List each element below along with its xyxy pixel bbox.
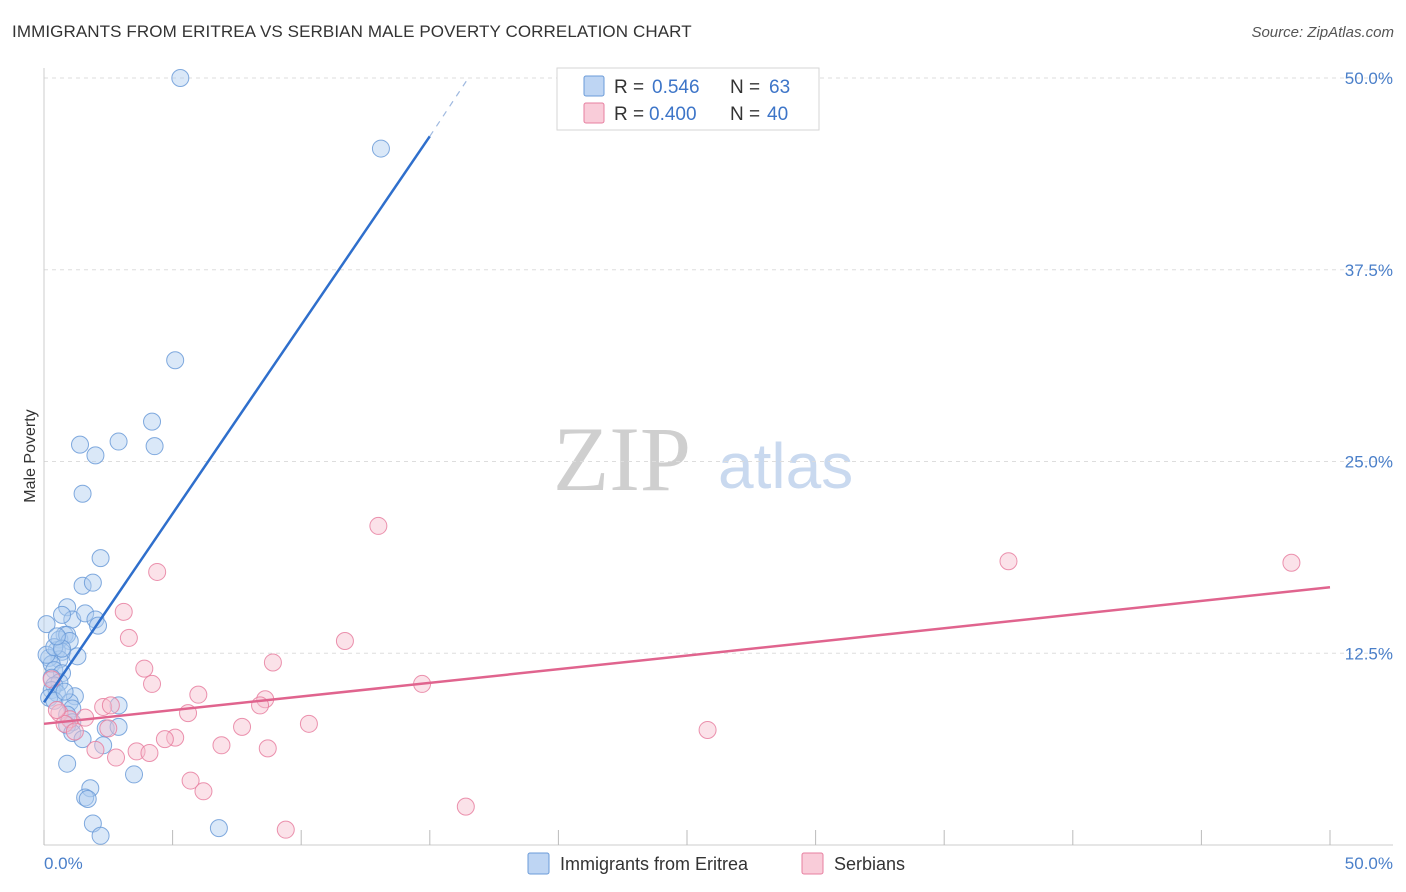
- source-label: Source: ZipAtlas.com: [1251, 24, 1394, 41]
- stats-r-label-pink: R =: [614, 104, 644, 125]
- watermark-zip: ZIP: [553, 408, 691, 510]
- point-serbians: [1282, 553, 1301, 572]
- point-serbians: [94, 697, 113, 716]
- point-serbians: [99, 719, 118, 738]
- trend-lines: [42, 77, 1331, 726]
- gridlines: [44, 77, 1393, 654]
- point-serbians: [140, 743, 159, 762]
- x-tick-labels: 0.0% 50.0%: [44, 854, 1393, 873]
- point-serbians: [181, 771, 200, 790]
- y-tick-labels: 12.5% 25.0% 37.5% 50.0%: [1345, 69, 1393, 663]
- point-serbians: [55, 714, 74, 733]
- point-eritrea: [53, 605, 72, 624]
- point-eritrea: [91, 826, 110, 845]
- point-serbians: [698, 720, 717, 739]
- point-serbians: [86, 740, 105, 759]
- y-tick-label: 37.5%: [1345, 261, 1393, 280]
- stats-r-value-blue: 0.546: [652, 77, 700, 98]
- y-tick-label: 12.5%: [1345, 644, 1393, 663]
- point-eritrea: [83, 573, 102, 592]
- point-serbians: [47, 701, 66, 720]
- point-eritrea: [171, 69, 190, 87]
- point-eritrea: [81, 779, 100, 798]
- axes: [43, 68, 1393, 846]
- point-eritrea: [86, 446, 105, 465]
- point-serbians: [107, 748, 126, 767]
- point-eritrea: [47, 627, 66, 646]
- point-serbians: [299, 714, 318, 733]
- stats-n-value-blue: 63: [769, 77, 790, 98]
- point-serbians: [143, 674, 162, 693]
- point-serbians: [258, 739, 277, 758]
- point-eritrea: [166, 351, 185, 370]
- legend-label-eritrea: Immigrants from Eritrea: [560, 854, 749, 874]
- point-eritrea: [58, 754, 77, 773]
- point-eritrea: [91, 549, 110, 568]
- point-serbians: [233, 717, 252, 736]
- trend-line-eritrea-extension: [429, 77, 469, 137]
- point-serbians: [335, 631, 354, 650]
- point-serbians: [119, 628, 138, 647]
- watermark-atlas: atlas: [718, 430, 853, 502]
- point-eritrea: [71, 435, 90, 454]
- point-serbians: [42, 670, 61, 689]
- point-eritrea: [145, 437, 164, 456]
- point-serbians: [148, 562, 167, 581]
- trend-line-serbians: [43, 586, 1331, 726]
- point-serbians: [212, 736, 231, 755]
- stats-r-label-blue: R =: [614, 77, 644, 98]
- point-eritrea: [73, 730, 92, 749]
- point-serbians: [65, 722, 84, 741]
- stats-r-value-pink: 0.400: [649, 104, 697, 125]
- point-eritrea: [73, 576, 92, 595]
- point-serbians: [369, 516, 388, 535]
- point-serbians: [456, 797, 475, 816]
- point-eritrea: [209, 819, 228, 838]
- watermark: ZIP atlas: [553, 408, 853, 510]
- x-tick-label-min: 0.0%: [44, 854, 83, 873]
- stats-legend-swatch-pink: [583, 102, 605, 124]
- point-serbians: [999, 552, 1018, 571]
- point-eritrea: [37, 645, 56, 664]
- point-eritrea: [143, 412, 162, 431]
- point-serbians: [276, 820, 295, 839]
- stats-legend-swatch-blue: [583, 75, 605, 97]
- point-eritrea: [55, 682, 74, 701]
- stats-n-value-pink: 40: [767, 104, 788, 125]
- point-serbians: [101, 696, 120, 715]
- point-serbians: [114, 602, 133, 621]
- y-tick-label: 50.0%: [1345, 69, 1393, 88]
- point-serbians: [127, 742, 146, 761]
- stats-n-label-blue: N =: [730, 77, 760, 98]
- stats-legend: R = 0.546 N = 63 R = 0.400 N = 40: [556, 67, 820, 131]
- point-eritrea: [76, 604, 95, 623]
- y-tick-label: 25.0%: [1345, 453, 1393, 472]
- point-eritrea: [109, 432, 128, 451]
- point-eritrea: [125, 765, 144, 784]
- point-eritrea: [371, 139, 390, 158]
- point-serbians: [263, 653, 282, 672]
- point-serbians: [189, 685, 208, 704]
- point-eritrea: [78, 789, 97, 808]
- point-serbians: [135, 659, 154, 678]
- series-legend: Immigrants from Eritrea Serbians: [527, 852, 905, 875]
- point-serbians: [155, 730, 174, 749]
- point-serbians: [194, 782, 213, 801]
- trend-line-eritrea: [42, 135, 431, 704]
- stats-n-label-pink: N =: [730, 104, 760, 125]
- point-eritrea: [73, 484, 92, 503]
- legend-swatch-serbians: [801, 852, 824, 875]
- point-eritrea: [109, 696, 128, 715]
- point-eritrea: [45, 638, 64, 657]
- x-tick-label-max: 50.0%: [1345, 854, 1393, 873]
- series-eritrea-points: [37, 69, 390, 845]
- chart-title: IMMIGRANTS FROM ERITREA VS SERBIAN MALE …: [12, 22, 692, 41]
- legend-label-serbians: Serbians: [834, 854, 905, 874]
- legend-swatch-eritrea: [527, 852, 550, 875]
- series-serbians-points: [42, 516, 1301, 839]
- point-eritrea: [37, 615, 56, 634]
- y-axis-label: Male Poverty: [22, 409, 39, 502]
